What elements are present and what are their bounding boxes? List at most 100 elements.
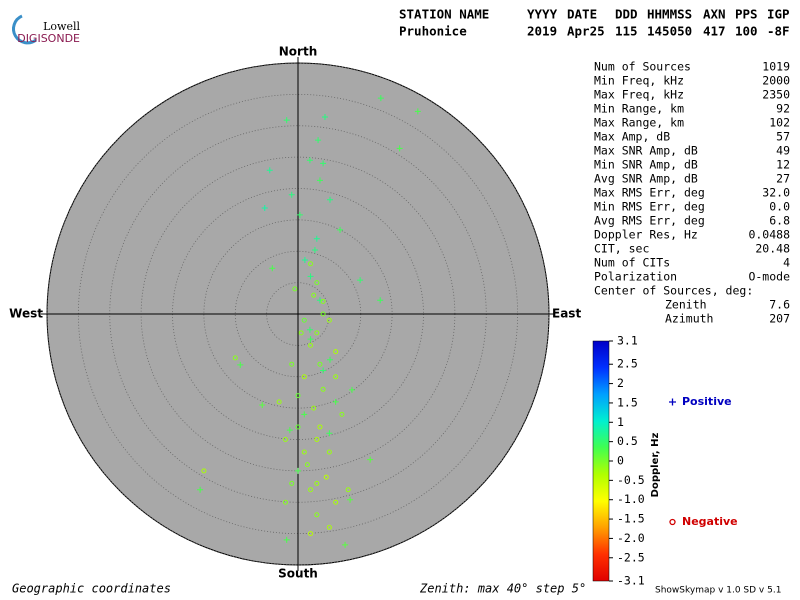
- stat-value: 12: [776, 158, 790, 172]
- source-negative: [314, 280, 320, 286]
- source-positive: [269, 265, 276, 272]
- colorbar-tick-label: 2.5: [617, 357, 638, 371]
- colorbar-tick-label: 2: [617, 376, 624, 390]
- header-value: 100: [735, 24, 758, 39]
- source-positive: [237, 361, 244, 368]
- legend-marker: [669, 518, 676, 526]
- source-positive: [283, 117, 290, 124]
- stat-label: Azimuth: [665, 312, 713, 326]
- stat-label: Doppler Res, Hz: [594, 228, 698, 242]
- source-positive: [320, 160, 327, 167]
- source-positive: [377, 95, 384, 102]
- source-positive: [337, 226, 344, 233]
- source-positive: [301, 257, 308, 264]
- source-positive: [327, 356, 334, 363]
- source-negative: [201, 468, 207, 474]
- stat-value: O-mode: [748, 270, 790, 284]
- source-positive: [332, 398, 339, 405]
- source-positive: [301, 411, 308, 418]
- stat-label: Min RMS Err, deg: [594, 200, 705, 214]
- source-negative: [301, 449, 307, 455]
- stat-value: 20.48: [755, 242, 790, 256]
- source-negative: [301, 374, 307, 380]
- dir-east: East: [552, 307, 581, 321]
- colorbar-label: Doppler, Hz: [650, 433, 661, 498]
- footer-center: Zenith: max 40° step 5°: [419, 582, 586, 596]
- source-positive: [307, 273, 314, 280]
- stat-label: CIT, sec: [594, 242, 649, 256]
- source-positive: [320, 367, 327, 374]
- stat-label: Max RMS Err, deg: [594, 186, 705, 200]
- source-negative: [282, 437, 288, 442]
- stat-value: 6.8: [769, 214, 790, 228]
- header-label: PPS: [735, 7, 758, 22]
- stat-label: Min Range, km: [594, 102, 684, 116]
- header-label: HHMMSS: [647, 7, 692, 22]
- footer-left: Geographic coordinates: [12, 582, 171, 596]
- dir-north: North: [279, 45, 317, 59]
- source-negative: [320, 298, 326, 304]
- source-negative: [308, 487, 314, 493]
- source-negative: [308, 531, 314, 537]
- colorbar: [592, 340, 610, 582]
- source-positive: [307, 336, 314, 343]
- stat-value: 4: [783, 256, 790, 270]
- source-negative: [320, 386, 326, 392]
- source-negative: [311, 292, 317, 298]
- source-negative: [295, 424, 301, 430]
- footer-right: ShowSkymap v 1.0 SD v 5.1: [655, 586, 781, 596]
- legend-label: Negative: [682, 515, 738, 528]
- colorbar-tick-label: -0.5: [617, 473, 645, 487]
- source-negative: [289, 480, 295, 486]
- logo-swoosh: [12, 14, 37, 45]
- stat-label: Min Freq, kHz: [594, 74, 684, 88]
- stat-label: Min SNR Amp, dB: [594, 158, 698, 172]
- header-label: DATE: [567, 7, 597, 22]
- header-value: Apr25: [567, 24, 605, 39]
- stat-label: Max Range, km: [594, 116, 684, 130]
- plot: North South East West: [9, 45, 581, 581]
- stat-label: Max Amp, dB: [594, 130, 670, 144]
- colorbar-tick-label: 0: [617, 454, 624, 468]
- source-positive: [348, 386, 355, 393]
- source-positive: [259, 401, 266, 408]
- source-negative: [345, 487, 351, 493]
- header-label: AXN: [703, 7, 726, 22]
- source-negative: [298, 330, 304, 336]
- source-negative: [326, 317, 332, 323]
- colorbar-tick-label: -3.1: [617, 574, 645, 588]
- source-negative: [317, 424, 323, 430]
- source-positive: [266, 167, 273, 174]
- legend-label: Positive: [682, 395, 732, 408]
- colorbar-tick-label: -1.5: [617, 512, 645, 526]
- source-negative: [276, 399, 282, 405]
- source-positive: [316, 177, 323, 184]
- logo-top: Lowell: [43, 20, 80, 33]
- stat-label: Max SNR Amp, dB: [594, 144, 698, 158]
- header-value: 115: [615, 24, 638, 39]
- source-positive: [306, 326, 313, 333]
- stat-value: 1019: [762, 60, 790, 74]
- source-positive: [283, 536, 290, 543]
- source-negative: [282, 499, 288, 505]
- source-negative: [333, 349, 339, 355]
- header-label: STATION NAME: [399, 7, 489, 22]
- header-label: DDD: [615, 7, 638, 22]
- stat-label: Zenith: [665, 298, 707, 312]
- stat-value: 207: [769, 312, 790, 326]
- source-positive: [367, 456, 374, 463]
- source-negative: [304, 462, 310, 468]
- colorbar-tick-label: -2.5: [617, 550, 645, 564]
- stat-label: Polarization: [594, 270, 677, 284]
- source-positive: [327, 196, 334, 203]
- stat-label: Num of Sources: [594, 60, 691, 74]
- source-positive: [197, 486, 204, 493]
- colorbar-tick-label: 0.5: [617, 434, 638, 448]
- stat-label: Num of CITs: [594, 256, 670, 270]
- header-value: 2019: [527, 24, 557, 39]
- stat-value: 49: [776, 144, 790, 158]
- legend-marker: [669, 398, 676, 406]
- source-positive: [295, 467, 301, 474]
- source-positive: [311, 246, 318, 253]
